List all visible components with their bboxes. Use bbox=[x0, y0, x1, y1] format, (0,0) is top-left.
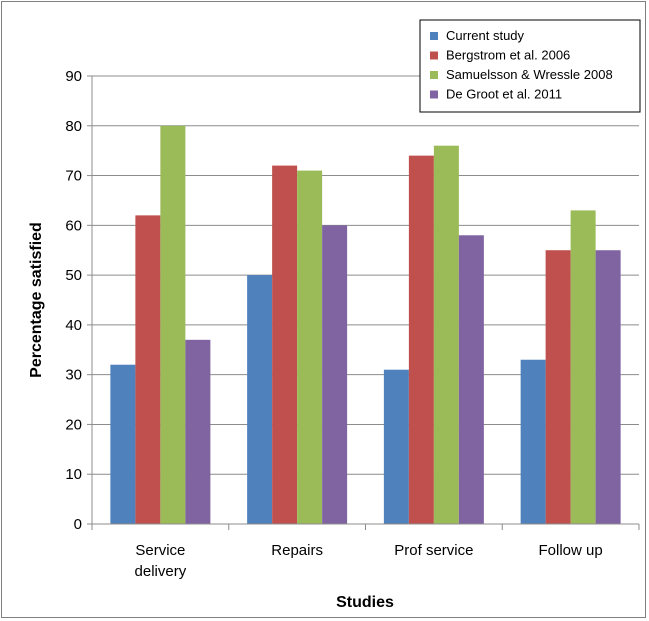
y-tick-label: 40 bbox=[65, 317, 82, 334]
legend-label: Bergstrom et al. 2006 bbox=[446, 48, 570, 63]
bar bbox=[383, 369, 409, 524]
y-tick-label: 50 bbox=[65, 267, 82, 284]
bar bbox=[570, 210, 596, 524]
bar bbox=[408, 155, 434, 524]
y-tick-label: 10 bbox=[65, 466, 82, 483]
legend-label: Current study bbox=[446, 28, 525, 43]
x-tick-label: Repairs bbox=[271, 542, 323, 559]
bar bbox=[520, 359, 546, 524]
bars bbox=[110, 125, 621, 525]
x-tick-labels: Service delivery Repairs Prof service Follow… bbox=[135, 542, 603, 580]
x-tick-label: Service bbox=[135, 542, 185, 559]
y-tick-labels: 0 10 20 30 40 50 60 70 80 90 bbox=[65, 68, 82, 533]
legend: Current study Bergstrom et al. 2006 Samuel… bbox=[419, 19, 641, 113]
bar bbox=[458, 235, 484, 525]
legend-swatch bbox=[430, 71, 438, 79]
legend-swatch bbox=[430, 51, 438, 60]
bar bbox=[185, 339, 211, 524]
legend-label: De Groot et al. 2011 bbox=[446, 87, 562, 102]
axes bbox=[87, 75, 640, 530]
legend-label: Samuelsson & Wressle 2008 bbox=[446, 67, 613, 82]
bar bbox=[322, 225, 348, 525]
bar bbox=[595, 250, 621, 524]
legend-box bbox=[419, 19, 641, 113]
bar bbox=[272, 165, 298, 524]
y-tick-label: 60 bbox=[65, 217, 82, 234]
bar bbox=[135, 215, 161, 524]
x-tick-label: Prof service bbox=[394, 542, 473, 559]
x-tick-label: Follow up bbox=[539, 542, 603, 559]
bar bbox=[247, 275, 273, 524]
x-axis-title: Studies bbox=[336, 594, 394, 611]
bar bbox=[433, 145, 459, 524]
x-tick-label: delivery bbox=[135, 563, 187, 580]
y-tick-label: 0 bbox=[74, 516, 82, 533]
y-tick-label: 70 bbox=[65, 168, 82, 185]
y-tick-label: 20 bbox=[65, 416, 82, 433]
y-axis-title: Percentage satisfied bbox=[28, 222, 45, 378]
y-tick-label: 90 bbox=[65, 68, 82, 85]
y-tick-label: 30 bbox=[65, 367, 82, 384]
bar bbox=[110, 364, 136, 524]
legend-swatch bbox=[430, 32, 438, 40]
y-tick-label: 80 bbox=[65, 118, 82, 135]
bar bbox=[297, 170, 323, 525]
legend-swatch bbox=[430, 90, 438, 99]
bar bbox=[545, 250, 571, 524]
bar bbox=[160, 125, 186, 525]
